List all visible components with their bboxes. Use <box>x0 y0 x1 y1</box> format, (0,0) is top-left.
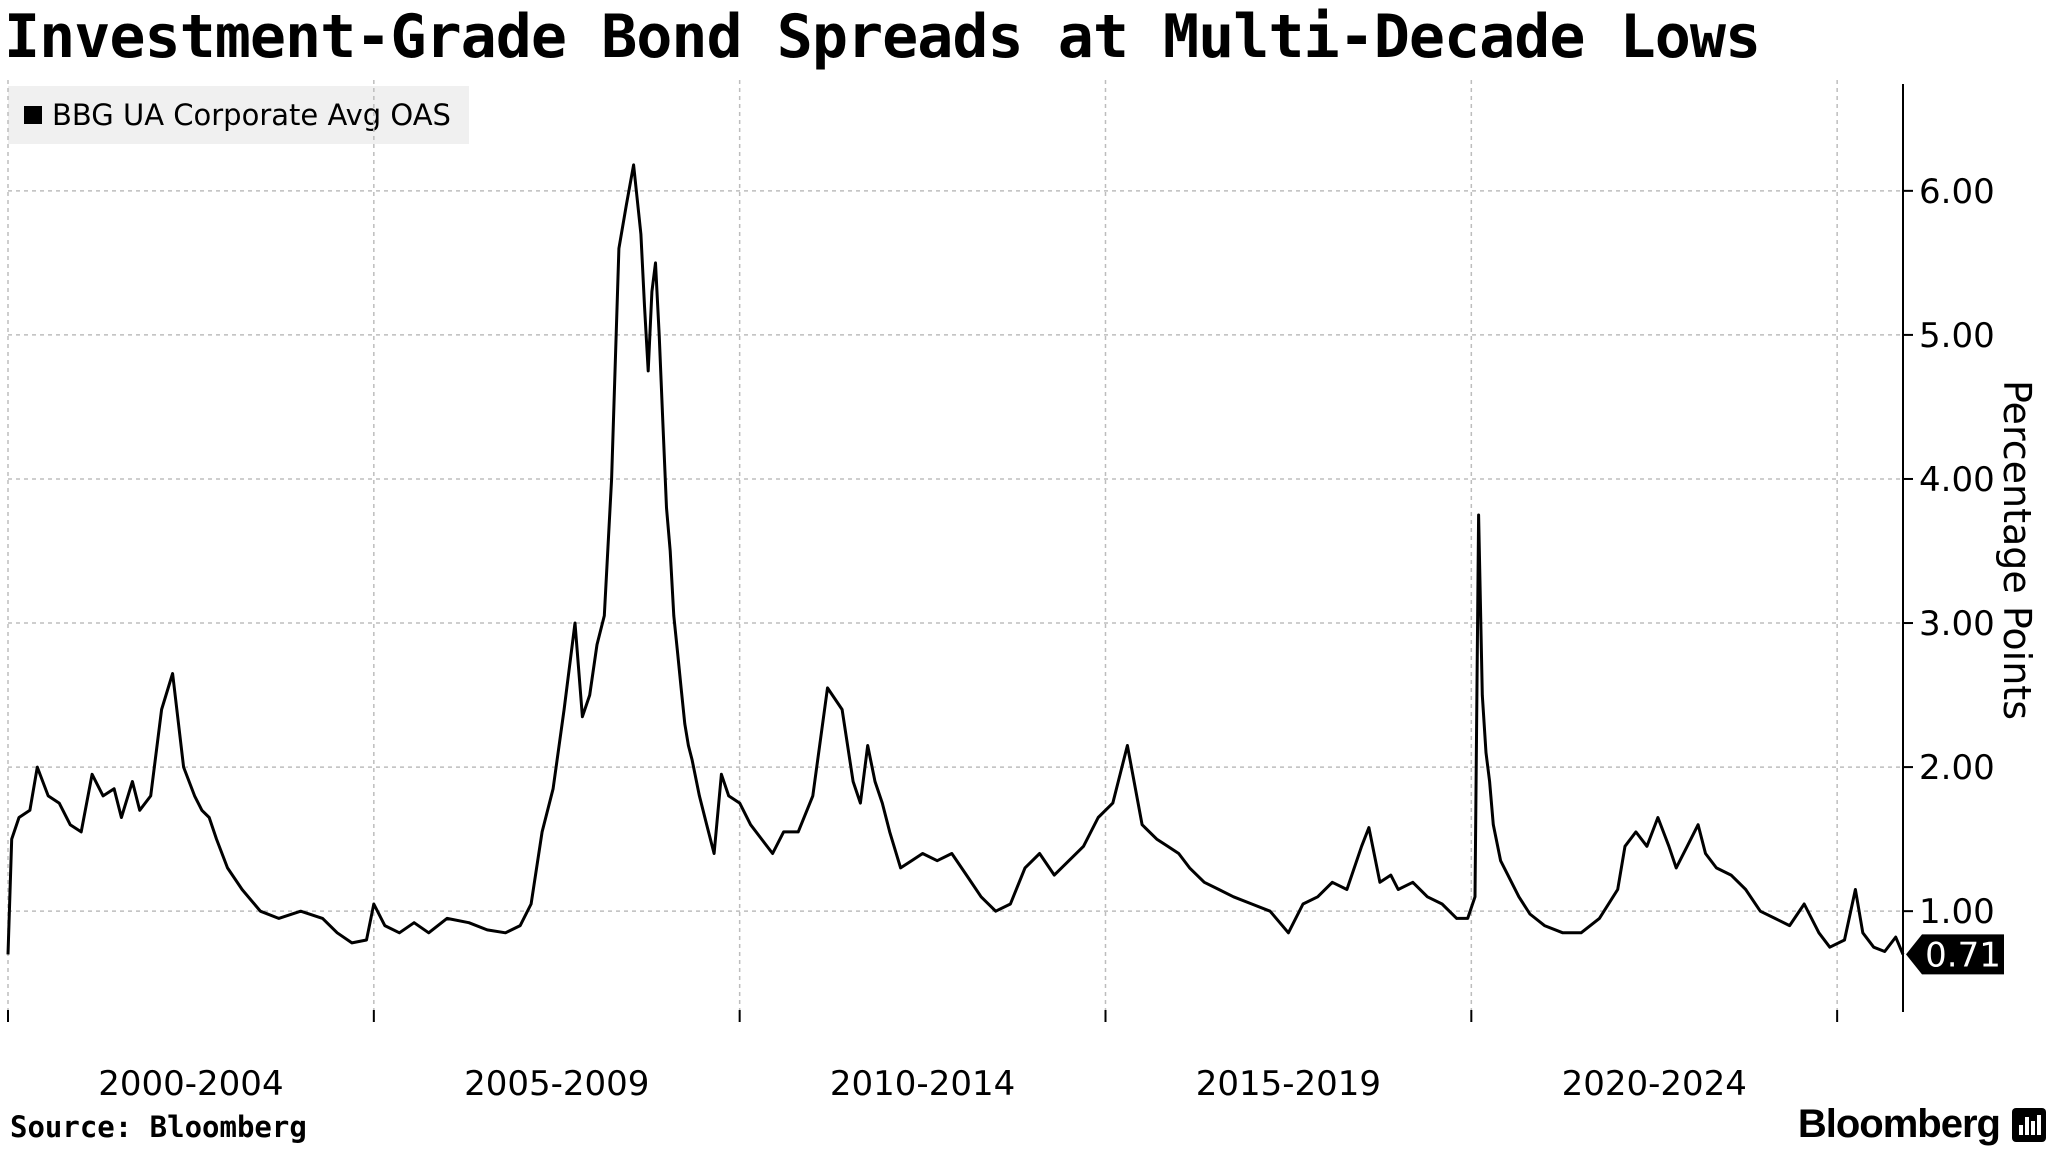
bloomberg-logo: Bloomberg <box>1797 1102 2001 1146</box>
x-category-label: 2015-2019 <box>1196 1064 1381 1104</box>
last-value-label: 0.71 <box>1925 935 2001 975</box>
series-line <box>6 163 1905 955</box>
x-category-label: 2000-2004 <box>98 1064 283 1104</box>
legend-label: BBG UA Corporate Avg OAS <box>52 98 451 132</box>
y-axis-label: Percentage Points <box>1995 380 2039 720</box>
last-value-tag <box>1906 934 2004 975</box>
y-tick-label: 3.00 <box>1919 604 1995 644</box>
y-tick-label: 5.00 <box>1919 316 1995 356</box>
bloomberg-bars-icon <box>2012 1108 2046 1142</box>
x-category-label: 2010-2014 <box>830 1064 1015 1104</box>
y-tick-label: 2.00 <box>1919 748 1995 788</box>
source-text: Source: Bloomberg <box>10 1110 307 1144</box>
y-tick-label: 1.00 <box>1919 892 1995 932</box>
y-tick-label: 4.00 <box>1919 460 1995 500</box>
y-tick-label: 6.00 <box>1919 172 1995 212</box>
x-category-label: 2020-2024 <box>1562 1064 1747 1104</box>
legend: BBG UA Corporate Avg OAS <box>8 86 469 144</box>
chart-title: Investment-Grade Bond Spreads at Multi-D… <box>4 2 1761 72</box>
x-category-label: 2005-2009 <box>464 1064 649 1104</box>
legend-swatch <box>24 106 42 124</box>
